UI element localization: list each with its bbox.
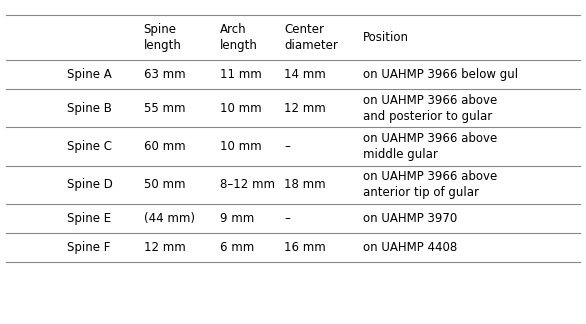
Text: on UAHMP 3970: on UAHMP 3970 [363, 212, 458, 225]
Text: (44 mm): (44 mm) [144, 212, 195, 225]
Text: 10 mm: 10 mm [220, 140, 261, 153]
Text: 60 mm: 60 mm [144, 140, 185, 153]
Text: Spine E: Spine E [67, 212, 111, 225]
Text: Spine A: Spine A [67, 68, 112, 81]
Text: 8–12 mm: 8–12 mm [220, 178, 275, 191]
Text: 14 mm: 14 mm [284, 68, 326, 81]
Text: 9 mm: 9 mm [220, 212, 254, 225]
Text: Position: Position [363, 31, 409, 44]
Text: Spine
length: Spine length [144, 23, 182, 52]
Text: Spine B: Spine B [67, 102, 113, 115]
Text: 18 mm: 18 mm [284, 178, 326, 191]
Text: Arch
length: Arch length [220, 23, 258, 52]
Text: on UAHMP 3966 above
anterior tip of gular: on UAHMP 3966 above anterior tip of gula… [363, 170, 498, 199]
Text: 16 mm: 16 mm [284, 241, 326, 254]
Text: 63 mm: 63 mm [144, 68, 185, 81]
Text: Spine D: Spine D [67, 178, 113, 191]
Text: 12 mm: 12 mm [284, 102, 326, 115]
Text: 55 mm: 55 mm [144, 102, 185, 115]
Text: on UAHMP 3966 above
middle gular: on UAHMP 3966 above middle gular [363, 132, 498, 161]
Text: 6 mm: 6 mm [220, 241, 254, 254]
Text: Spine C: Spine C [67, 140, 113, 153]
Text: 12 mm: 12 mm [144, 241, 185, 254]
Text: 10 mm: 10 mm [220, 102, 261, 115]
Text: –: – [284, 140, 290, 153]
Text: Center
diameter: Center diameter [284, 23, 338, 52]
Text: 11 mm: 11 mm [220, 68, 261, 81]
Text: on UAHMP 3966 below gul: on UAHMP 3966 below gul [363, 68, 519, 81]
Text: 50 mm: 50 mm [144, 178, 185, 191]
Text: Spine F: Spine F [67, 241, 111, 254]
Text: on UAHMP 4408: on UAHMP 4408 [363, 241, 458, 254]
Text: –: – [284, 212, 290, 225]
Text: on UAHMP 3966 above
and posterior to gular: on UAHMP 3966 above and posterior to gul… [363, 94, 498, 123]
